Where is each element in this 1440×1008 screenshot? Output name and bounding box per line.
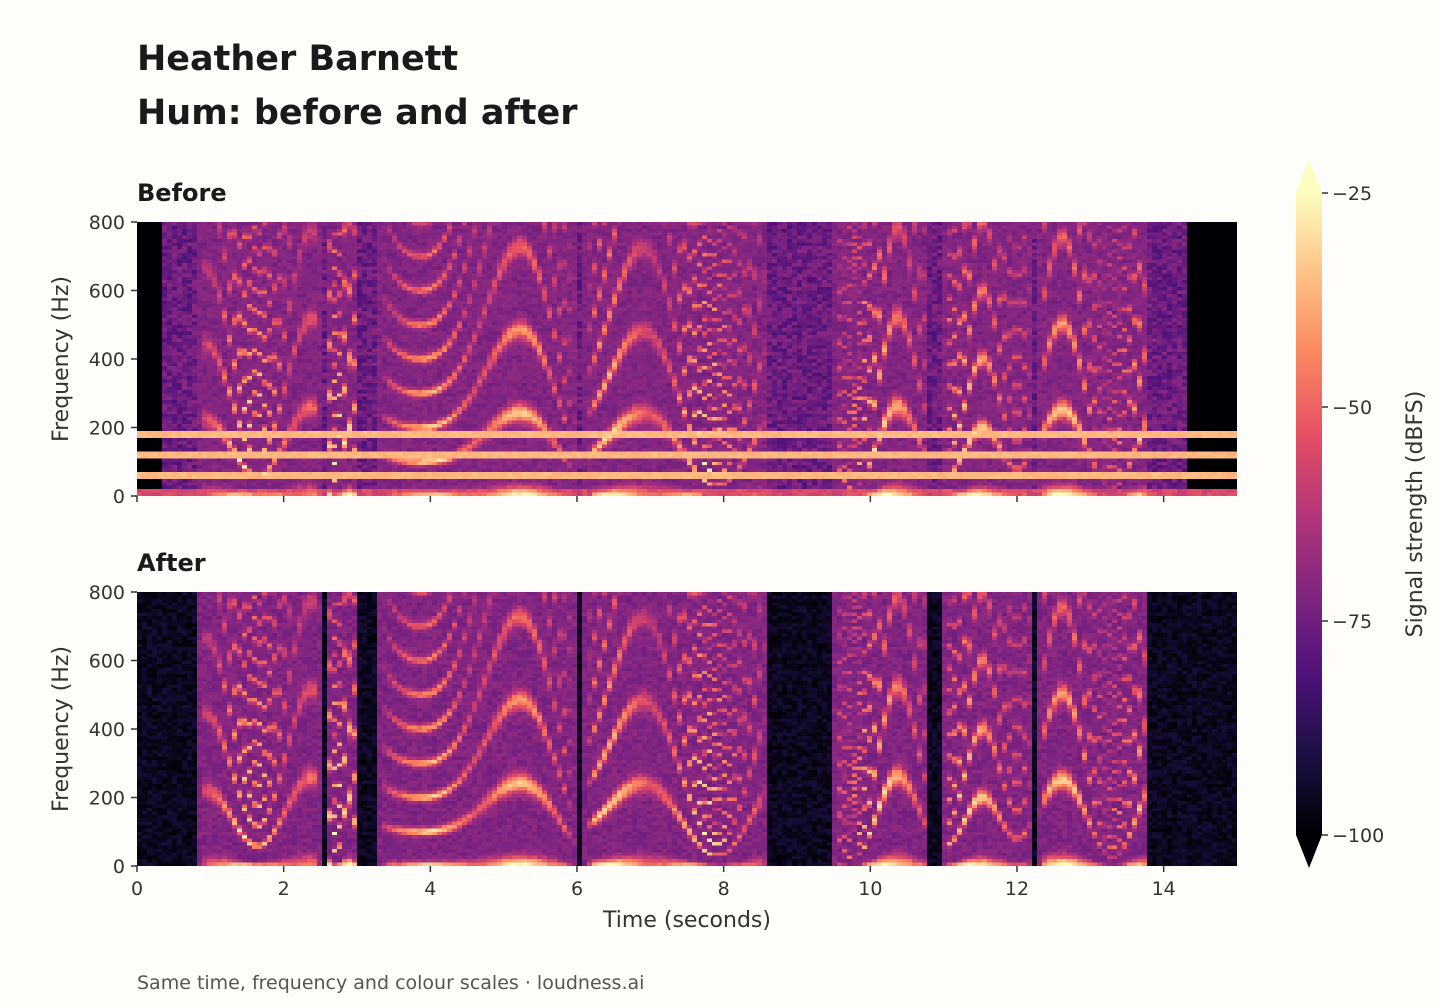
colorbar-tick-label: −100 bbox=[1332, 825, 1384, 847]
x-tick-label: 6 bbox=[571, 878, 583, 900]
axes: 0 200 400 600 800 Frequency (Hz) 0 200 400 600 800… bbox=[49, 212, 1176, 933]
spectrogram-before bbox=[137, 222, 1237, 496]
panel-title-after: After bbox=[137, 549, 206, 577]
spectrogram-image-before bbox=[137, 222, 1237, 496]
y-tick-label: 600 bbox=[89, 281, 125, 303]
x-tick-label: 4 bbox=[424, 878, 436, 900]
footer-note: Same time, frequency and colour scales ·… bbox=[137, 972, 645, 994]
y-tick-label: 200 bbox=[89, 788, 125, 810]
colorbar-label: Signal strength (dBFS) bbox=[1403, 391, 1428, 638]
spectrogram-after bbox=[137, 592, 1237, 866]
y-tick-label: 400 bbox=[89, 719, 125, 741]
panel-title-before: Before bbox=[137, 179, 227, 207]
y-tick-label: 800 bbox=[89, 582, 125, 604]
colorbar-extend-max bbox=[1296, 160, 1322, 193]
y-axis-label: Frequency (Hz) bbox=[49, 276, 74, 442]
x-tick-label: 14 bbox=[1152, 878, 1176, 900]
y-tick-label: 0 bbox=[113, 486, 125, 508]
y-tick-label: 200 bbox=[89, 418, 125, 440]
colorbar-tick-label: −25 bbox=[1332, 183, 1372, 205]
colorbar-gradient bbox=[1296, 193, 1322, 835]
y-tick-label: 0 bbox=[113, 856, 125, 878]
colorbar: −25 −50 −75 −100 Signal strength (dBFS) bbox=[1296, 160, 1428, 868]
chart-title: Heather Barnett bbox=[137, 39, 459, 79]
spectrogram-image-after bbox=[137, 592, 1237, 866]
colorbar-tick-label: −75 bbox=[1332, 611, 1372, 633]
chart-subtitle: Hum: before and after bbox=[137, 93, 578, 133]
x-tick-label: 0 bbox=[131, 878, 143, 900]
x-tick-label: 12 bbox=[1005, 878, 1029, 900]
x-tick-label: 2 bbox=[278, 878, 290, 900]
colorbar-tick-label: −50 bbox=[1332, 397, 1372, 419]
x-tick-label: 8 bbox=[718, 878, 730, 900]
y-tick-label: 800 bbox=[89, 212, 125, 234]
x-tick-label: 10 bbox=[858, 878, 882, 900]
y-tick-label: 600 bbox=[89, 651, 125, 673]
y-axis-label: Frequency (Hz) bbox=[49, 646, 74, 812]
y-tick-label: 400 bbox=[89, 349, 125, 371]
colorbar-extend-min bbox=[1296, 835, 1322, 868]
x-axis-label: Time (seconds) bbox=[602, 908, 771, 933]
